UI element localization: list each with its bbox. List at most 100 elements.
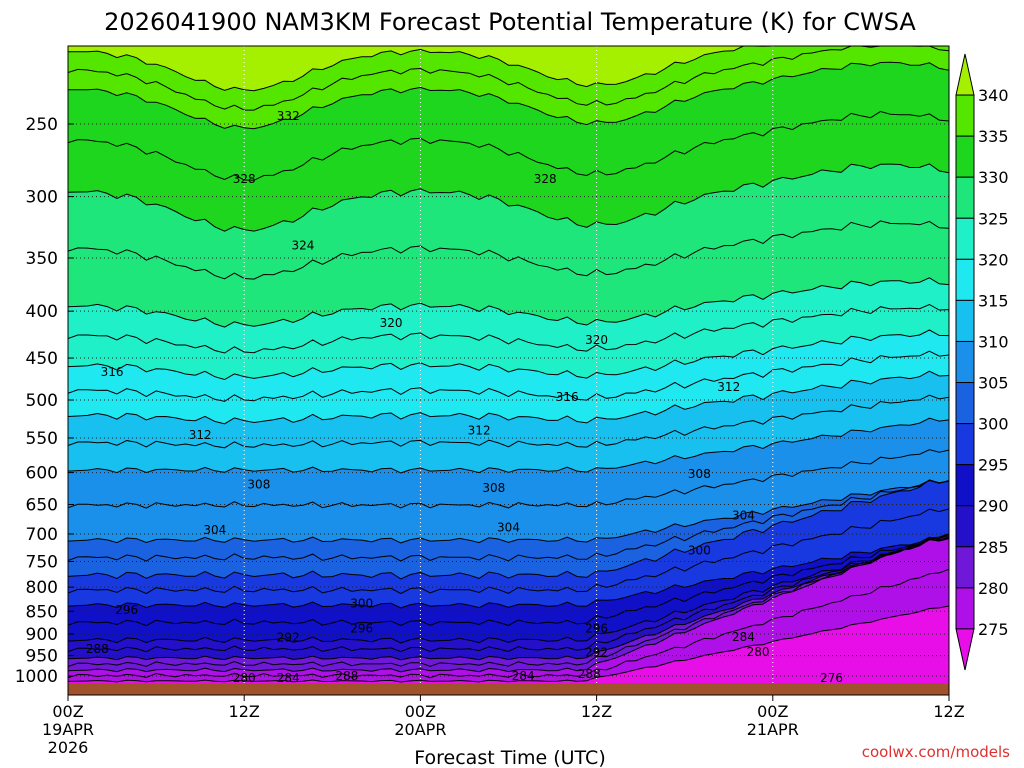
plot-frame: [67, 45, 950, 696]
contour-line: [68, 537, 949, 627]
y-tick-label: 1000: [15, 667, 58, 687]
contour-label: 296: [115, 603, 138, 617]
contour-label: 296: [585, 621, 608, 635]
colorbar-label: 330: [978, 168, 1009, 187]
contour-line: [68, 46, 949, 111]
colorbar-label: 300: [978, 415, 1009, 434]
colorbar-segment: [955, 176, 975, 219]
contour-line: [68, 277, 949, 328]
y-tick-label: 350: [26, 249, 58, 269]
colorbar-label: 280: [978, 579, 1009, 598]
y-tick-label: 700: [26, 525, 58, 545]
contour-label: 308: [247, 477, 270, 491]
contour-line: [68, 329, 949, 381]
contour-line: [68, 46, 949, 92]
y-tick-label: 600: [26, 464, 58, 484]
contour-line: [68, 110, 949, 181]
ground-surface: [68, 683, 949, 695]
contour-label: 320: [585, 333, 608, 347]
colorbar-label: 340: [978, 86, 1009, 105]
colorbar-label: 335: [978, 127, 1009, 146]
contour-label: 300: [350, 597, 373, 611]
contour-line: [68, 605, 949, 683]
contour-line: [68, 449, 949, 509]
colorbar-label: 275: [978, 620, 1009, 639]
contour-label: 292: [585, 646, 608, 660]
contour-label: 276: [820, 671, 843, 685]
contour-line: [68, 533, 949, 667]
contour-label: 316: [556, 390, 579, 404]
contour-label: 284: [732, 630, 755, 644]
contour-label: 300: [688, 544, 711, 558]
contour-line: [68, 61, 949, 130]
contour-label: 304: [497, 521, 520, 535]
y-tick-label: 900: [26, 625, 58, 645]
contour-label: 296: [350, 621, 373, 635]
contour-line: [68, 303, 949, 354]
contour-line: [68, 536, 949, 609]
contour-line: [68, 536, 949, 653]
contour-label: 304: [732, 508, 755, 522]
contour-label: 316: [101, 365, 124, 379]
y-tick-label: 950: [26, 647, 58, 667]
contour-label: 280: [747, 645, 770, 659]
contour-line: [68, 538, 949, 644]
colorbar-label: 305: [978, 374, 1009, 393]
contour-label: 292: [277, 631, 300, 645]
contour-label: 288: [86, 642, 109, 656]
colorbar-segment: [955, 94, 975, 137]
contour-line: [68, 479, 949, 544]
y-tick-label: 800: [26, 578, 58, 598]
colorbar-label: 320: [978, 250, 1009, 269]
colorbar-segment: [955, 340, 975, 384]
contour-line: [68, 163, 949, 232]
contour-label: 324: [291, 238, 314, 252]
y-tick-label: 250: [26, 115, 58, 135]
colorbar-segment: [955, 217, 975, 260]
contour-label: 328: [534, 172, 557, 186]
colorbar-segment: [955, 464, 975, 507]
contour-label: 312: [468, 424, 491, 438]
colorbar-label: 315: [978, 291, 1009, 310]
contour-line: [68, 533, 949, 673]
x-tick-label: 00Z: [52, 702, 83, 721]
y-tick-label: 450: [26, 349, 58, 369]
colorbar-segment: [955, 423, 975, 466]
contour-line: [68, 370, 949, 425]
contour-line: [68, 479, 949, 580]
colorbar-segment: [955, 505, 975, 548]
contour-label: 328: [233, 172, 256, 186]
colorbar-label: 310: [978, 332, 1009, 351]
contour-line: [68, 394, 949, 449]
colorbar-segment: [955, 299, 975, 342]
x-tick-label: 12Z: [581, 702, 612, 721]
contour-label: 332: [277, 109, 300, 123]
colorbar-label: 285: [978, 538, 1009, 557]
y-tick-label: 400: [26, 302, 58, 322]
y-tick-label: 750: [26, 552, 58, 572]
contour-label: 308: [688, 467, 711, 481]
colorbar-segment: [955, 382, 975, 425]
y-tick-label: 650: [26, 495, 58, 515]
contour-label: 280: [233, 671, 256, 685]
contour-label: 288: [336, 669, 359, 683]
colorbar-label: 295: [978, 456, 1009, 475]
x-tick-label: 12Z: [933, 702, 964, 721]
colorbar-label: 325: [978, 209, 1009, 228]
contour-label: 320: [380, 316, 403, 330]
credit-text: coolwx.com/models: [862, 743, 1010, 761]
y-tick-label: 550: [26, 429, 58, 449]
colorbar-label: 290: [978, 497, 1009, 516]
contour-line: [68, 350, 949, 402]
colorbar-segment: [955, 546, 975, 589]
contour-label: 308: [482, 481, 505, 495]
contour-label: 304: [203, 523, 226, 537]
contour-label: 284: [512, 669, 535, 683]
y-tick-label: 500: [26, 391, 58, 411]
x-tick-label: 12Z: [229, 702, 260, 721]
x-tick-label: 20APR: [394, 720, 446, 739]
band-fill: [68, 606, 949, 695]
contour-label: 312: [189, 428, 212, 442]
contour-line: [68, 479, 949, 562]
